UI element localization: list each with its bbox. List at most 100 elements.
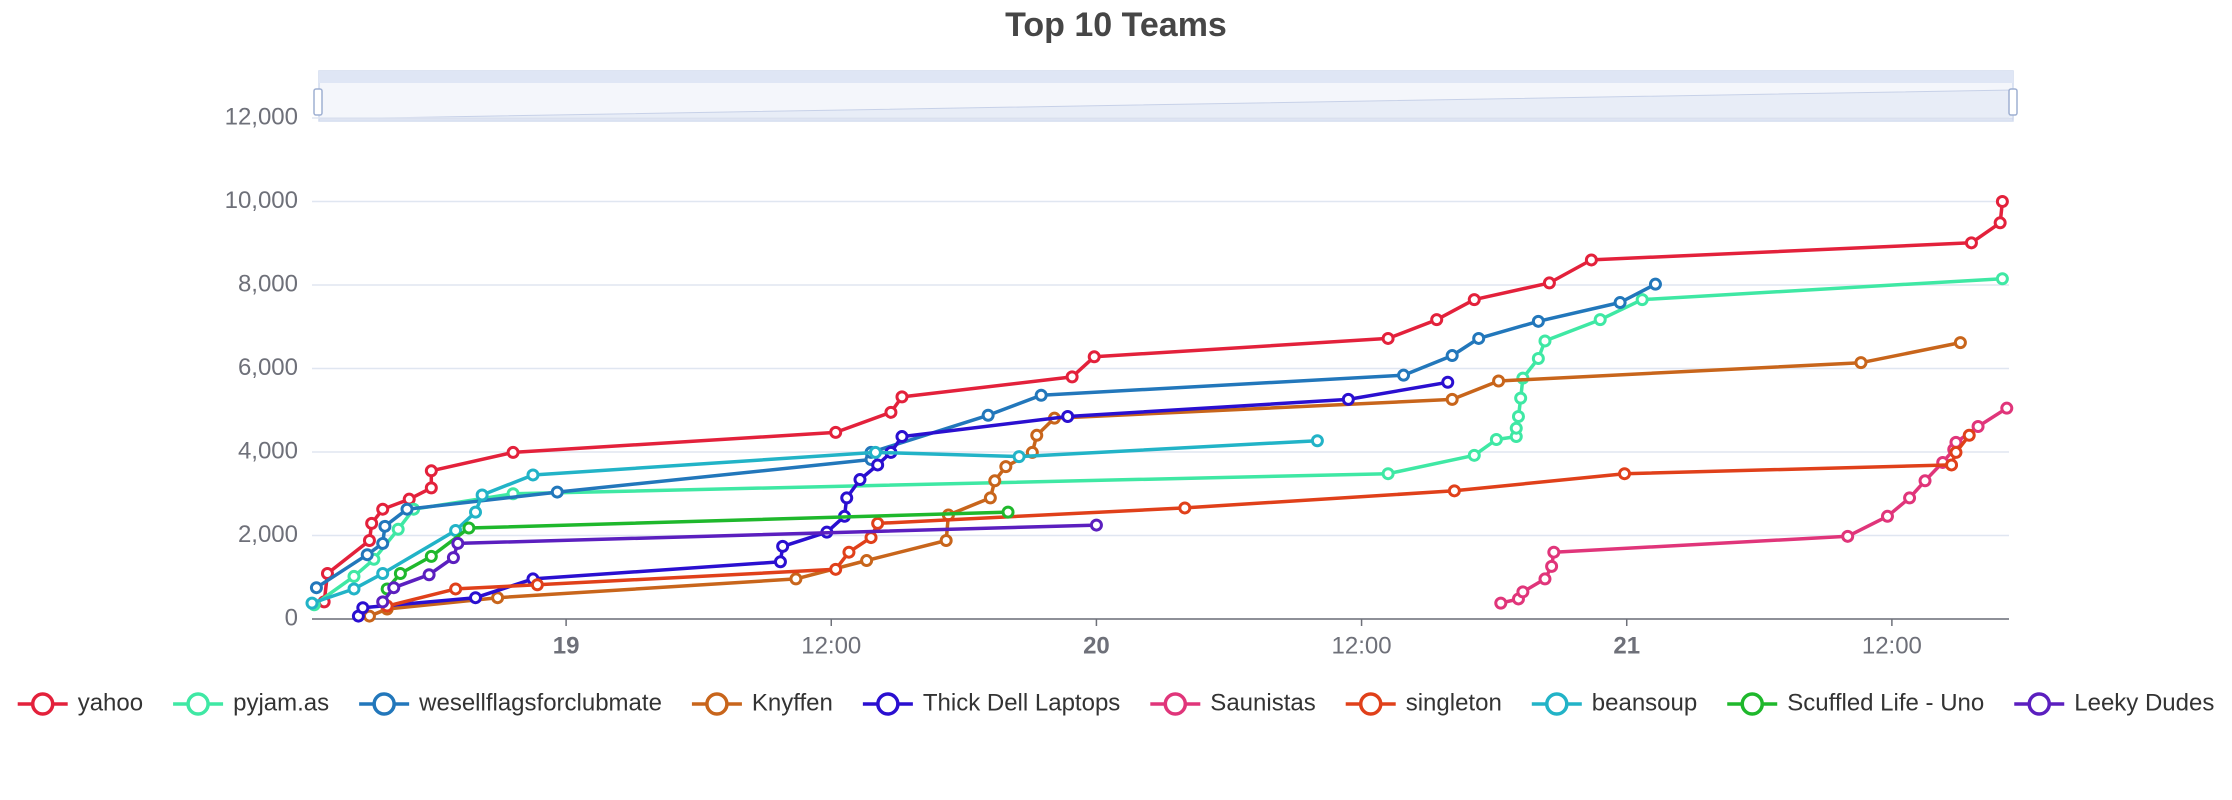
legend-marker [1163, 692, 1188, 716]
data-point [1034, 388, 1048, 402]
legend-item[interactable]: Saunistas [1150, 689, 1316, 716]
data-point [1030, 428, 1044, 442]
legend-marker [1358, 692, 1383, 716]
data-point [842, 545, 856, 559]
data-point [550, 485, 564, 499]
data-point [983, 491, 997, 505]
data-point [475, 488, 489, 502]
series [376, 518, 1103, 609]
data-point [1341, 392, 1355, 406]
data-point [400, 502, 414, 516]
data-point [1509, 421, 1523, 435]
legend-item[interactable]: Leeky Dudes [2014, 689, 2214, 716]
y-tick-label: 4,000 [238, 437, 298, 464]
x-tick-label: 12:00 [801, 632, 861, 659]
data-point [376, 566, 390, 580]
legend-marker [1545, 692, 1569, 716]
data-point [1514, 391, 1528, 405]
series [309, 277, 1662, 595]
data-point [362, 534, 376, 548]
data-point [1087, 350, 1101, 364]
legend-label: Scuffled Life - Uno [1787, 689, 1984, 716]
data-point [506, 445, 520, 459]
data-point [451, 536, 465, 550]
y-tick-label: 8,000 [238, 270, 298, 297]
data-point [868, 445, 882, 459]
data-point [1381, 331, 1395, 345]
data-point [1445, 349, 1459, 363]
data-point [1516, 585, 1530, 599]
data-point [1964, 236, 1978, 250]
y-tick-label: 6,000 [238, 354, 298, 381]
data-point [360, 548, 374, 562]
chart-title: Top 10 Teams [1005, 6, 1227, 44]
data-point [895, 430, 909, 444]
series [307, 272, 2009, 612]
zoom-handle-right[interactable] [2008, 88, 2018, 116]
legend-item[interactable]: yahoo [17, 689, 143, 716]
data-point [1467, 448, 1481, 462]
data-point [526, 468, 540, 482]
data-point [939, 534, 953, 548]
y-tick-label: 10,000 [225, 187, 298, 214]
data-point [469, 505, 483, 519]
data-point [424, 464, 438, 478]
x-tick-label: 20 [1083, 632, 1110, 659]
data-point [424, 481, 438, 495]
data-point [491, 591, 505, 605]
data-point [1949, 445, 1963, 459]
data-point [376, 595, 390, 609]
data-point [1494, 596, 1508, 610]
data-point [305, 596, 319, 610]
data-point [1584, 253, 1598, 267]
x-tick-label: 19 [553, 632, 580, 659]
x-tick-label: 21 [1613, 632, 1640, 659]
data-point [1841, 529, 1855, 543]
legend-item[interactable]: Scuffled Life - Uno [1727, 689, 1984, 716]
data-point [871, 516, 885, 530]
zoom-bar[interactable] [319, 71, 2013, 83]
legend-marker [876, 692, 900, 716]
data-point [1962, 428, 1976, 442]
data-point [1397, 368, 1411, 382]
legend-label: beansoup [1592, 689, 1697, 716]
legend-label: Thick Dell Laptops [923, 689, 1120, 716]
data-point [1613, 296, 1627, 310]
data-point [1542, 276, 1556, 290]
series [1494, 401, 2014, 610]
data-point [829, 562, 843, 576]
data-point [1178, 501, 1192, 515]
legend-item[interactable]: wesellflagsforclubmate [359, 689, 662, 716]
data-point [402, 492, 416, 506]
series-line [1500, 406, 2008, 605]
data-point [981, 408, 995, 422]
legend: yahoo pyjam.as wesellflagsforclubmate Knyff… [17, 689, 2214, 716]
data-point [871, 458, 885, 472]
zoom-handle-left[interactable] [313, 88, 323, 116]
data-point [1447, 484, 1461, 498]
data-point [884, 405, 898, 419]
x-tick-label: 12:00 [1332, 632, 1392, 659]
data-point [1467, 293, 1481, 307]
legend-marker [2027, 692, 2051, 716]
data-point [1089, 518, 1103, 532]
legend-item[interactable]: Knyffen [691, 689, 833, 716]
data-point [1547, 545, 1561, 559]
data-point [469, 591, 483, 605]
data-zoom-slider[interactable] [313, 70, 2018, 122]
data-point [446, 551, 460, 565]
data-point [309, 581, 323, 595]
data-point [356, 601, 370, 615]
legend-label: Saunistas [1210, 689, 1315, 716]
data-point [1880, 509, 1894, 523]
legend-item[interactable]: Thick Dell Laptops [862, 689, 1120, 716]
legend-item[interactable]: pyjam.as [173, 689, 329, 716]
legend-label: Leeky Dudes [2074, 689, 2214, 716]
data-point [1012, 450, 1026, 464]
data-point [391, 522, 405, 536]
legend-item[interactable]: singleton [1345, 689, 1502, 716]
data-point [1538, 334, 1552, 348]
legend-item[interactable]: beansoup [1531, 689, 1697, 716]
data-point [864, 531, 878, 545]
